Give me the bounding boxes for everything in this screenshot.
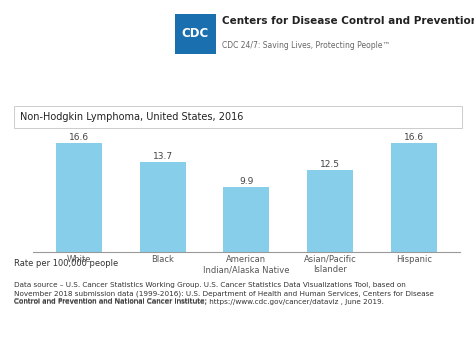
Text: CDC 24/7: Saving Lives, Protecting People™: CDC 24/7: Saving Lives, Protecting Peopl… [222, 41, 391, 50]
Bar [307, 170, 353, 252]
Text: Centers for Disease Control and Prevention: Centers for Disease Control and Preventi… [222, 16, 474, 26]
Text: Rate of New Cancers by Race/Ethnicity, Both Sexes: Rate of New Cancers by Race/Ethnicity, B… [19, 89, 300, 99]
Text: Non-Hodgkin Lymphoma, United States, 2016: Non-Hodgkin Lymphoma, United States, 201… [19, 112, 243, 122]
Bar [223, 187, 270, 252]
Bar [56, 143, 102, 252]
Text: 12.5: 12.5 [320, 160, 340, 169]
Text: Control and Prevention and National Cancer Institute;: Control and Prevention and National Canc… [14, 283, 210, 305]
Bar [175, 13, 216, 54]
Text: Data source – U.S. Cancer Statistics Working Group. U.S. Cancer Statistics Data : Data source – U.S. Cancer Statistics Wor… [14, 283, 434, 305]
Text: Rate per 100,000 people: Rate per 100,000 people [14, 260, 118, 268]
Text: 16.6: 16.6 [69, 133, 89, 142]
Text: 16.6: 16.6 [404, 133, 424, 142]
Text: CDC: CDC [182, 27, 209, 40]
Bar [391, 143, 437, 252]
Text: 13.7: 13.7 [153, 152, 173, 161]
Bar [140, 162, 186, 252]
Text: 9.9: 9.9 [239, 177, 254, 186]
